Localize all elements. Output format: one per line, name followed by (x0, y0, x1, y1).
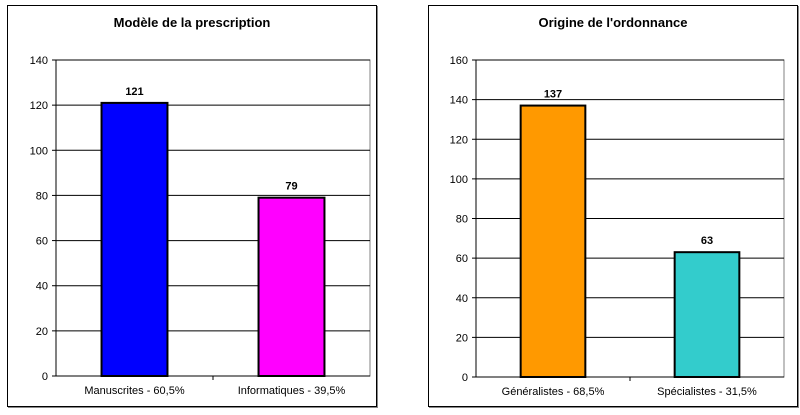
bar-1 (100, 101, 169, 377)
y-tick-label: 100 (30, 145, 48, 157)
bar-1 (519, 104, 587, 378)
data-label: 137 (544, 89, 562, 101)
y-tick-label: 0 (42, 371, 48, 383)
y-tick-label: 60 (36, 236, 48, 248)
y-tick-label: 160 (450, 55, 468, 67)
y-tick-label: 140 (450, 95, 468, 107)
y-tick-label: 60 (456, 253, 468, 265)
chart-title: Modèle de la prescription (113, 15, 271, 30)
y-tick-label: 80 (456, 214, 468, 226)
y-tick-label: 100 (450, 174, 468, 186)
chart-svg-prescription: 0 20 40 60 80 100 120 140 121 Manuscrites - 60,5%… (30, 55, 371, 397)
x-tick-label: Manuscrites - 60,5% (84, 385, 184, 397)
chart-title: Origine de l'ordonnance (538, 15, 688, 30)
data-label: 79 (285, 181, 297, 193)
y-tick-label: 20 (36, 326, 48, 338)
y-tick-label: 140 (30, 55, 48, 67)
chart-svg-ordonnance: 0 20 40 60 80 100 120 140 160 137 Généralistes - 6… (450, 55, 785, 398)
data-label: 121 (125, 86, 143, 98)
y-tick-label: 120 (450, 134, 468, 146)
y-tick-label: 40 (36, 281, 48, 293)
x-tick-label: Généralistes - 68,5% (502, 386, 605, 398)
bar-2 (257, 196, 326, 377)
y-tick-label: 0 (462, 372, 468, 384)
x-tick-label: Informatiques - 39,5% (238, 385, 346, 397)
chart-panel-ordonnance: Origine de l'ordonnance 0 20 40 60 80 100 120 1… (428, 5, 798, 407)
bar-2 (673, 251, 741, 378)
y-tick-label: 40 (456, 293, 468, 305)
chart-panel-prescription: Modèle de la prescription 0 20 40 60 80 100 12… (7, 5, 377, 407)
x-tick-label: Spécialistes - 31,5% (657, 386, 757, 398)
y-tick-label: 120 (30, 100, 48, 112)
y-tick-label: 80 (36, 190, 48, 202)
y-tick-label: 20 (456, 332, 468, 344)
data-label: 63 (701, 235, 713, 247)
